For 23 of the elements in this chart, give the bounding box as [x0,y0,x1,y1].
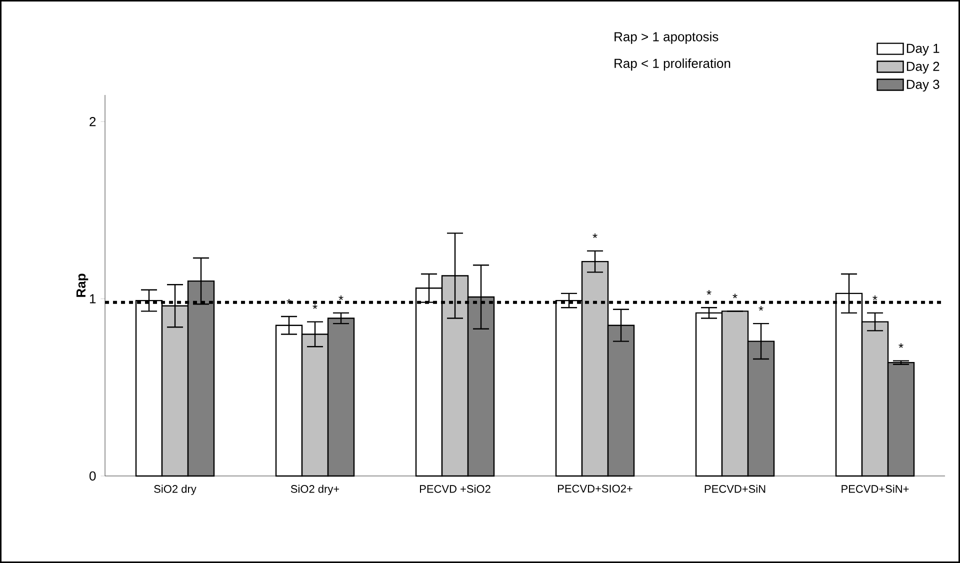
legend-label: Day 1 [906,44,940,56]
x-tick-label: SiO2 dry [154,484,196,496]
y-tick-label: 2 [90,117,96,126]
data-label: * [706,290,712,295]
x-tick-label: PECVD+SiN+ [842,484,909,493]
x-tick-label: PECVD +SiO2 [420,484,490,493]
y-tick-label: 0 [90,471,96,481]
legend-label: Day 3 [906,80,940,92]
data-label: * [732,294,738,298]
x-tick-label: PECVD+SiN [704,484,766,493]
y-axis-title: Rap [76,274,88,297]
text: Rap > 1 apoptosis [614,32,718,44]
legend-label: Day 2 [906,62,940,74]
x-tick-label: PECVD+SIO2+ [558,484,632,493]
x-tick-label: SiO2 dry+ [290,484,340,496]
data-label: * [872,295,878,300]
data-label: * [312,304,318,309]
data-label: * [758,306,764,311]
y-tick-label: 1 [90,294,96,304]
data-label: * [338,295,344,300]
data-label: * [592,233,598,238]
text: Rap < 1 proliferation [614,58,730,71]
data-label: * [898,343,904,348]
